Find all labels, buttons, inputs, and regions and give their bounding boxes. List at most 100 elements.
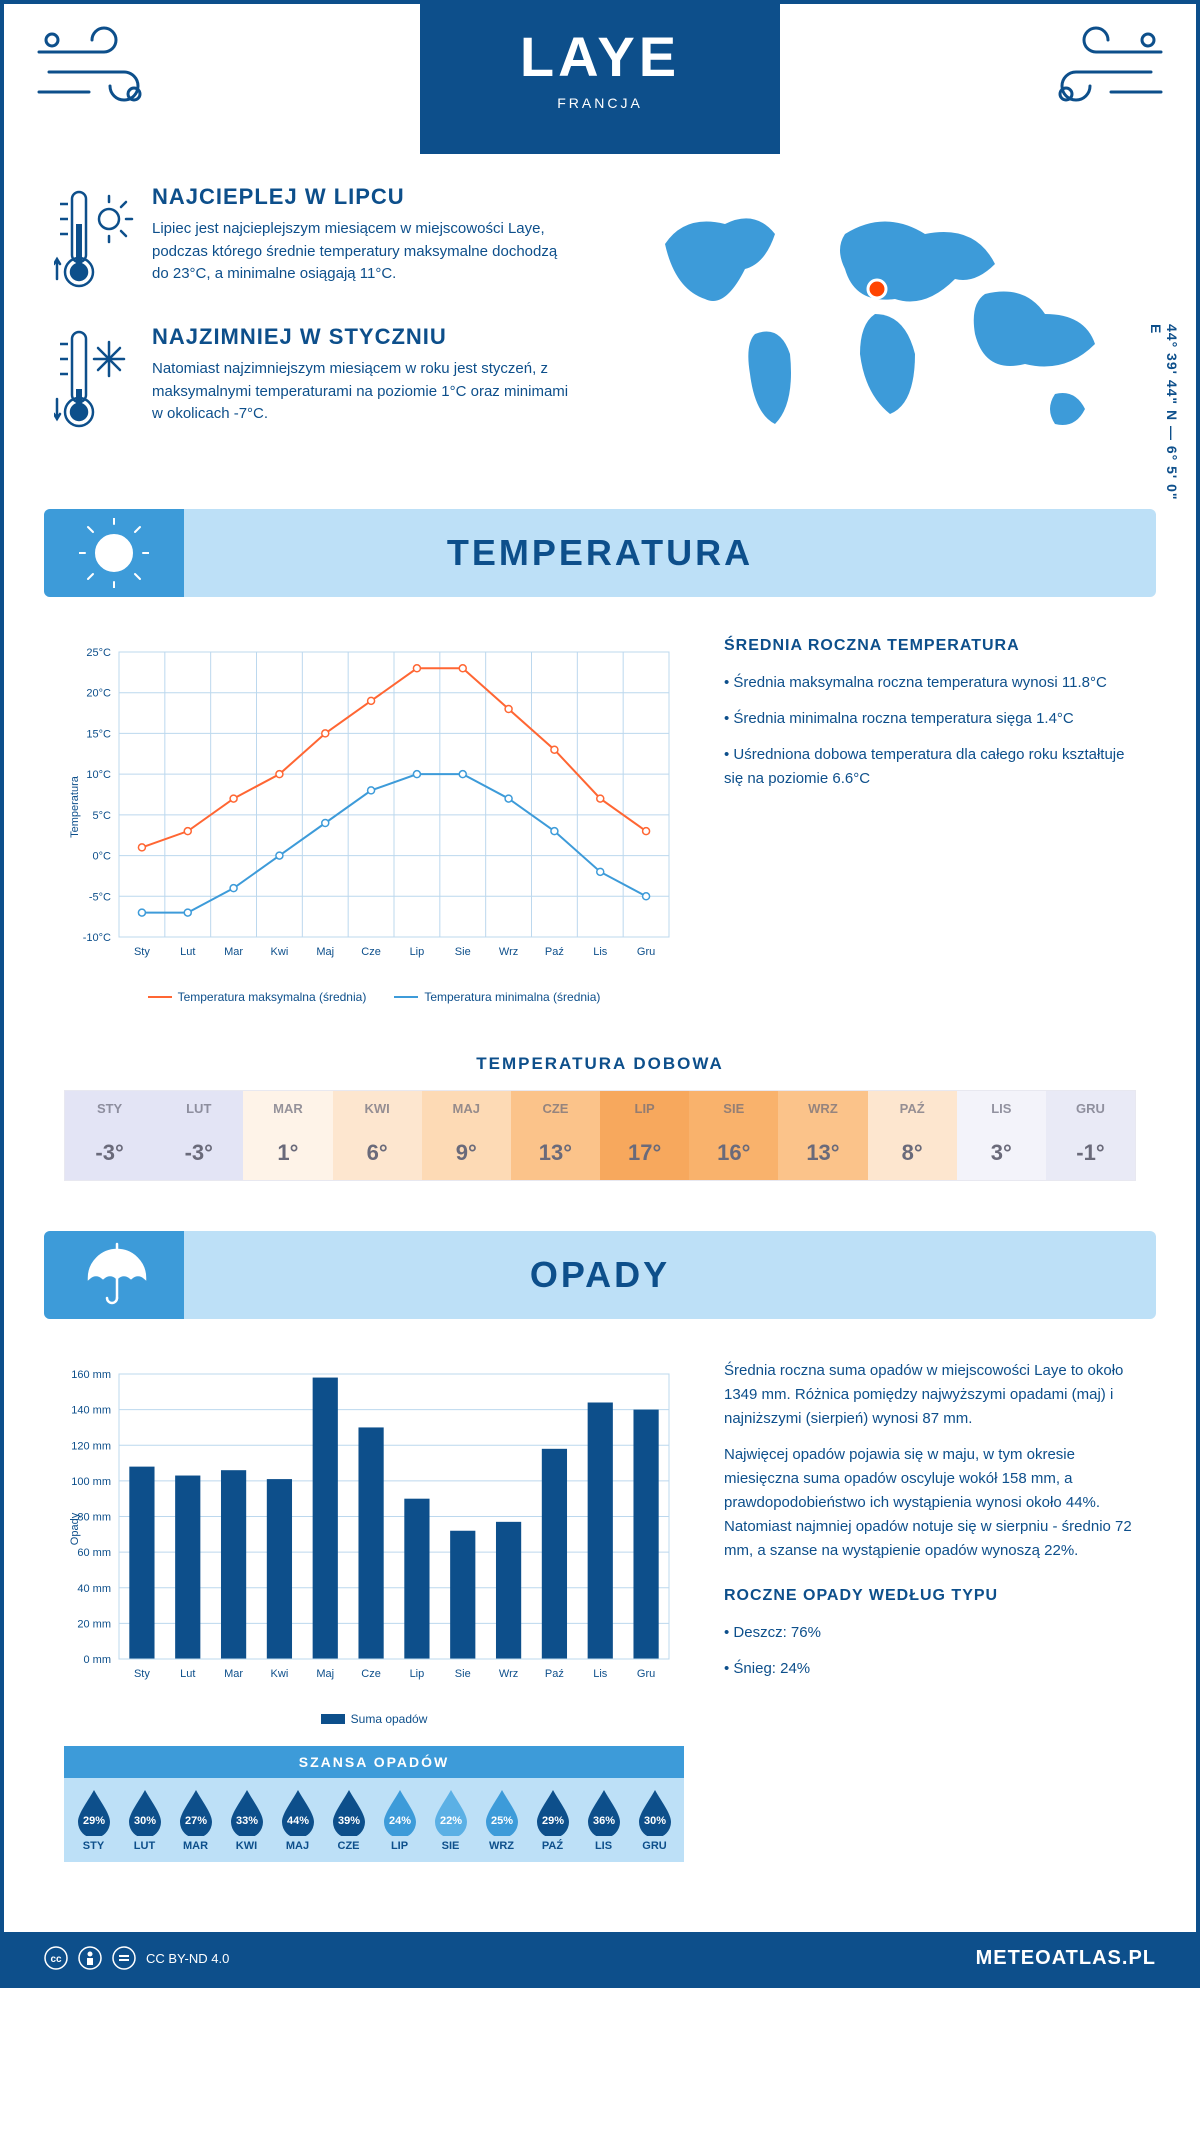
daily-temp-cell: SIE16° [689, 1091, 778, 1180]
svg-text:Lis: Lis [593, 1668, 608, 1680]
rain-chance-cell: 29%PAŹ [527, 1788, 578, 1852]
svg-text:120 mm: 120 mm [71, 1440, 111, 1452]
svg-text:Lis: Lis [593, 946, 608, 958]
svg-text:Kwi: Kwi [271, 1668, 289, 1680]
svg-text:39%: 39% [337, 1815, 359, 1827]
rain-chance-cell: 25%WRZ [476, 1788, 527, 1852]
svg-text:Kwi: Kwi [271, 946, 289, 958]
city-title: LAYE [520, 24, 680, 89]
rain-type-heading: ROCZNE OPADY WEDŁUG TYPU [724, 1587, 1136, 1605]
temp-chart-legend: Temperatura maksymalna (średnia) Tempera… [64, 990, 684, 1004]
rain-chance-heading: SZANSA OPADÓW [64, 1746, 684, 1778]
svg-text:27%: 27% [184, 1815, 206, 1827]
rain-chance-box: SZANSA OPADÓW 29%STY30%LUT27%MAR33%KWI44… [64, 1746, 684, 1862]
daily-temp-cell: KWI6° [333, 1091, 422, 1180]
coldest-title: NAJZIMNIEJ W STYCZNIU [152, 324, 574, 350]
svg-text:Paź: Paź [545, 946, 564, 958]
svg-text:-5°C: -5°C [89, 891, 111, 903]
svg-text:Wrz: Wrz [499, 1668, 518, 1680]
svg-text:Gru: Gru [637, 946, 655, 958]
sun-icon [44, 509, 184, 597]
thermometer-hot-icon [54, 184, 134, 294]
daily-temp-cell: MAR1° [243, 1091, 332, 1180]
svg-text:10°C: 10°C [86, 769, 111, 781]
svg-text:160 mm: 160 mm [71, 1369, 111, 1381]
svg-text:cc: cc [50, 1954, 62, 1965]
license-block: cc CC BY-ND 4.0 [44, 1946, 229, 1970]
brand-text: METEOATLAS.PL [976, 1947, 1156, 1970]
svg-text:Sie: Sie [455, 1668, 471, 1680]
svg-text:29%: 29% [82, 1815, 104, 1827]
svg-text:Mar: Mar [224, 946, 243, 958]
svg-text:Sty: Sty [134, 1668, 150, 1680]
cc-icon: cc [44, 1946, 68, 1970]
legend-min: Temperatura minimalna (średnia) [424, 990, 600, 1004]
svg-text:Temperatura: Temperatura [69, 775, 81, 838]
rain-chance-cell: 22%SIE [425, 1788, 476, 1852]
svg-text:80 mm: 80 mm [77, 1512, 111, 1524]
rain-chance-cell: 30%GRU [629, 1788, 680, 1852]
legend-max: Temperatura maksymalna (średnia) [178, 990, 367, 1004]
temp-bullet: • Uśredniona dobowa temperatura dla całe… [724, 743, 1136, 791]
title-box: LAYE FRANCJA [420, 4, 780, 154]
coldest-block: NAJZIMNIEJ W STYCZNIU Natomiast najzimni… [54, 324, 574, 434]
temperature-line-chart: -10°C-5°C0°C5°C10°C15°C20°C25°CStyLutMar… [64, 637, 684, 977]
svg-text:0 mm: 0 mm [84, 1654, 112, 1666]
thermometer-cold-icon [54, 324, 134, 434]
rain-chance-cell: 36%LIS [578, 1788, 629, 1852]
daily-temp-cell: LUT-3° [154, 1091, 243, 1180]
rain-chance-cell: 27%MAR [170, 1788, 221, 1852]
temp-bullet: • Średnia minimalna roczna temperatura s… [724, 707, 1136, 731]
daily-temp-cell: CZE13° [511, 1091, 600, 1180]
temperature-header: TEMPERATURA [44, 509, 1156, 597]
svg-text:Sty: Sty [134, 946, 150, 958]
svg-text:36%: 36% [592, 1815, 614, 1827]
legend-rain: Suma opadów [351, 1712, 428, 1726]
svg-text:Lut: Lut [180, 946, 195, 958]
svg-text:Mar: Mar [224, 1668, 243, 1680]
svg-text:24%: 24% [388, 1815, 410, 1827]
svg-text:20°C: 20°C [86, 688, 111, 700]
daily-temp-cell: LIS3° [957, 1091, 1046, 1180]
daily-temp-cell: GRU-1° [1046, 1091, 1135, 1180]
nd-icon [112, 1946, 136, 1970]
svg-text:60 mm: 60 mm [77, 1547, 111, 1559]
rain-chance-cell: 39%CZE [323, 1788, 374, 1852]
footer: cc CC BY-ND 4.0 METEOATLAS.PL [4, 1932, 1196, 1984]
svg-text:30%: 30% [133, 1815, 155, 1827]
world-map [604, 184, 1146, 469]
svg-text:15°C: 15°C [86, 728, 111, 740]
rain-para2: Najwięcej opadów pojawia się w maju, w t… [724, 1443, 1136, 1563]
daily-temp-table: STY-3°LUT-3°MAR1°KWI6°MAJ9°CZE13°LIP17°S… [64, 1090, 1136, 1181]
svg-text:Opady: Opady [69, 1512, 81, 1545]
svg-text:Lip: Lip [410, 1668, 425, 1680]
rain-type-item: • Deszcz: 76% [724, 1621, 1136, 1645]
rain-chance-cell: 33%KWI [221, 1788, 272, 1852]
precipitation-heading: OPADY [530, 1254, 670, 1296]
warmest-text: Lipiec jest najcieplejszym miesiącem w m… [152, 218, 574, 286]
daily-temp-heading: TEMPERATURA DOBOWA [4, 1054, 1196, 1074]
svg-text:29%: 29% [541, 1815, 563, 1827]
svg-text:Paź: Paź [545, 1668, 564, 1680]
precipitation-body: 0 mm20 mm40 mm60 mm80 mm100 mm120 mm140 … [4, 1319, 1196, 1902]
warmest-title: NAJCIEPLEJ W LIPCU [152, 184, 574, 210]
svg-text:25%: 25% [490, 1815, 512, 1827]
svg-text:Maj: Maj [316, 1668, 334, 1680]
rain-type-item: • Śnieg: 24% [724, 1657, 1136, 1681]
svg-text:Lut: Lut [180, 1668, 195, 1680]
svg-text:-10°C: -10°C [83, 932, 111, 944]
svg-text:40 mm: 40 mm [77, 1583, 111, 1595]
precipitation-header: OPADY [44, 1231, 1156, 1319]
daily-temp-cell: MAJ9° [422, 1091, 511, 1180]
svg-text:Gru: Gru [637, 1668, 655, 1680]
temperature-summary: ŚREDNIA ROCZNA TEMPERATURA • Średnia mak… [724, 637, 1136, 1004]
rain-chance-cell: 30%LUT [119, 1788, 170, 1852]
svg-text:5°C: 5°C [93, 810, 112, 822]
svg-text:Cze: Cze [361, 1668, 381, 1680]
coldest-text: Natomiast najzimniejszym miesiącem w rok… [152, 358, 574, 426]
svg-text:Maj: Maj [316, 946, 334, 958]
svg-text:30%: 30% [643, 1815, 665, 1827]
daily-temp-cell: LIP17° [600, 1091, 689, 1180]
intro-section: NAJCIEPLEJ W LIPCU Lipiec jest najcieple… [4, 154, 1196, 509]
warmest-block: NAJCIEPLEJ W LIPCU Lipiec jest najcieple… [54, 184, 574, 294]
